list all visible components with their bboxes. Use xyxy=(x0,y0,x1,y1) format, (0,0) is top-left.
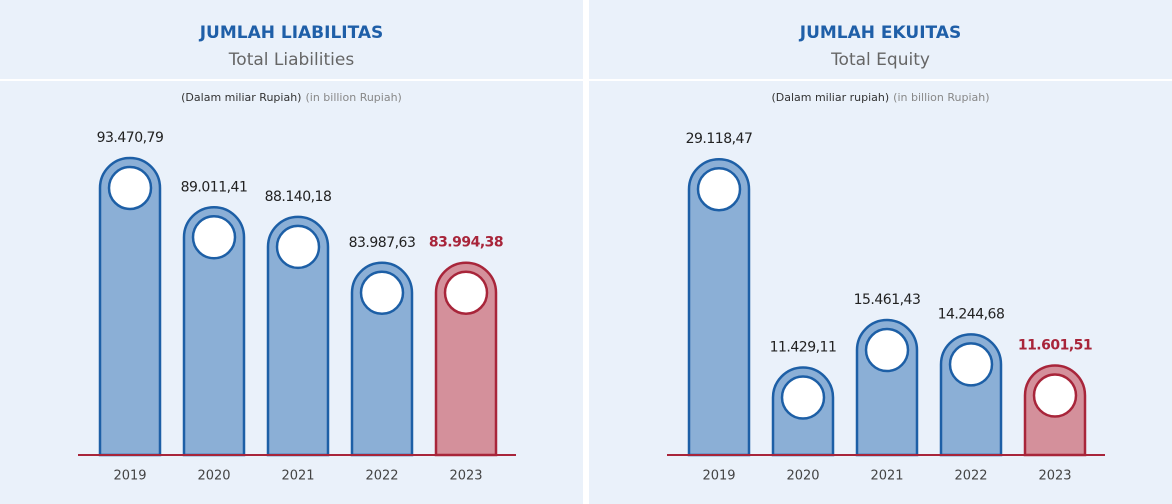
value-label: 11.429,11 xyxy=(770,340,837,356)
x-tick-label: 2023 xyxy=(1038,469,1071,484)
x-tick-label: 2021 xyxy=(870,469,903,484)
title: JUMLAH LIABILITAS xyxy=(199,23,384,43)
x-tick-label: 2019 xyxy=(113,469,146,484)
note-id: (Dalam miliar rupiah) xyxy=(771,91,889,104)
bar-knob xyxy=(107,165,153,211)
panel: JUMLAH LIABILITAS Total Liabilities (Dalam… xyxy=(0,0,583,504)
x-tick-label: 2020 xyxy=(786,469,819,484)
title: JUMLAH EKUITAS xyxy=(799,23,961,43)
x-tick-label: 2023 xyxy=(449,469,482,484)
panel: JUMLAH EKUITAS Total Equity (Dalam miliar … xyxy=(589,0,1172,504)
value-label: 11.601,51 xyxy=(1018,337,1092,353)
bar-knob xyxy=(359,270,405,316)
note-en: (in billion Rupiah) xyxy=(893,91,989,104)
note-en: (in billion Rupiah) xyxy=(305,91,401,104)
value-label: 14.244,68 xyxy=(938,306,1005,322)
x-tick-label: 2022 xyxy=(365,469,398,484)
x-tick-label: 2019 xyxy=(702,469,735,484)
note: (Dalam miliar Rupiah) (in billion Rupiah) xyxy=(181,91,402,104)
bar-knob xyxy=(696,166,742,212)
bar xyxy=(350,261,414,457)
value-label: 88.140,18 xyxy=(265,189,332,205)
bar xyxy=(266,215,330,457)
x-tick-label: 2022 xyxy=(954,469,987,484)
bar xyxy=(434,261,498,457)
bar-knob xyxy=(275,224,321,270)
x-tick-label: 2021 xyxy=(281,469,314,484)
bar xyxy=(98,156,162,457)
value-label: 93.470,79 xyxy=(97,130,164,146)
value-label: 15.461,43 xyxy=(854,292,921,308)
bar-knob xyxy=(191,215,237,260)
x-tick-label: 2020 xyxy=(197,469,230,484)
bar xyxy=(687,158,751,457)
note-id: (Dalam miliar Rupiah) xyxy=(181,91,301,104)
bar-knob xyxy=(948,342,994,387)
bar xyxy=(182,206,246,457)
note: (Dalam miliar rupiah) (in billion Rupiah) xyxy=(771,91,989,104)
value-label: 29.118,47 xyxy=(686,131,753,147)
subtitle: Total Equity xyxy=(830,50,930,70)
value-label: 89.011,41 xyxy=(181,179,248,195)
subtitle: Total Liabilities xyxy=(228,50,355,70)
value-label: 83.994,38 xyxy=(429,235,503,251)
bar-knob xyxy=(443,270,489,315)
bar-knob xyxy=(780,375,826,420)
bar-knob xyxy=(864,327,910,373)
bar-knob xyxy=(1032,373,1078,418)
value-label: 83.987,63 xyxy=(349,235,416,251)
